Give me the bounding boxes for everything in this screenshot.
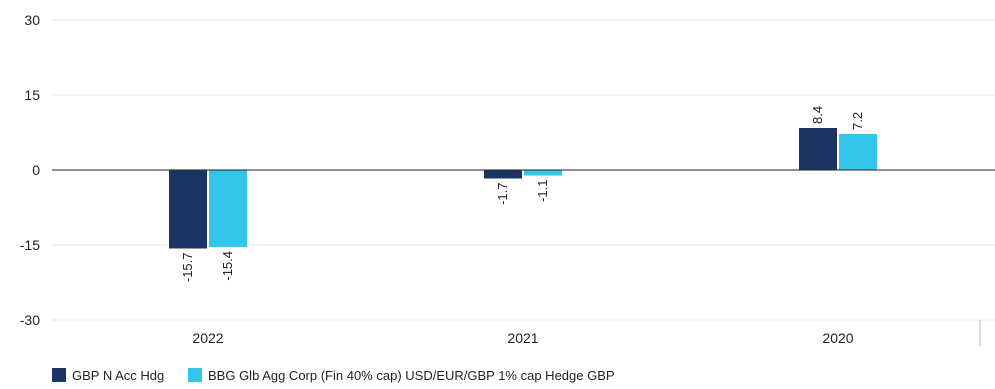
y-axis-ticks: 30 15 0 -15 -30 (20, 12, 40, 328)
y-tick-label: 30 (24, 12, 40, 28)
bar (484, 170, 522, 179)
data-label: -1.7 (495, 183, 510, 205)
bar (169, 170, 207, 249)
legend-label: BBG Glb Agg Corp (Fin 40% cap) USD/EUR/G… (208, 368, 615, 383)
data-labels: -15.7 -15.4 -1.7 -1.1 8.4 7.2 (180, 106, 865, 282)
bar (839, 134, 877, 170)
legend-swatch (188, 368, 202, 382)
x-tick-label: 2020 (822, 330, 853, 346)
bar (209, 170, 247, 247)
legend-label: GBP N Acc Hdg (72, 368, 164, 383)
y-tick-label: -30 (20, 312, 40, 328)
y-tick-label: 15 (24, 87, 40, 103)
y-tick-label: -15 (20, 237, 40, 253)
bar (799, 128, 837, 170)
data-label: -15.7 (180, 253, 195, 283)
legend: GBP N Acc Hdg BBG Glb Agg Corp (Fin 40% c… (52, 368, 615, 383)
x-tick-label: 2022 (192, 330, 223, 346)
data-label: 7.2 (850, 112, 865, 130)
data-label: -15.4 (220, 251, 235, 281)
data-label: 8.4 (810, 106, 825, 124)
data-label: -1.1 (535, 180, 550, 202)
y-tick-label: 0 (32, 162, 40, 178)
legend-swatch (52, 368, 66, 382)
bars (169, 128, 877, 249)
x-tick-label: 2021 (507, 330, 538, 346)
x-axis-ticks: 2022 2021 2020 (192, 320, 981, 346)
bar (524, 170, 562, 176)
